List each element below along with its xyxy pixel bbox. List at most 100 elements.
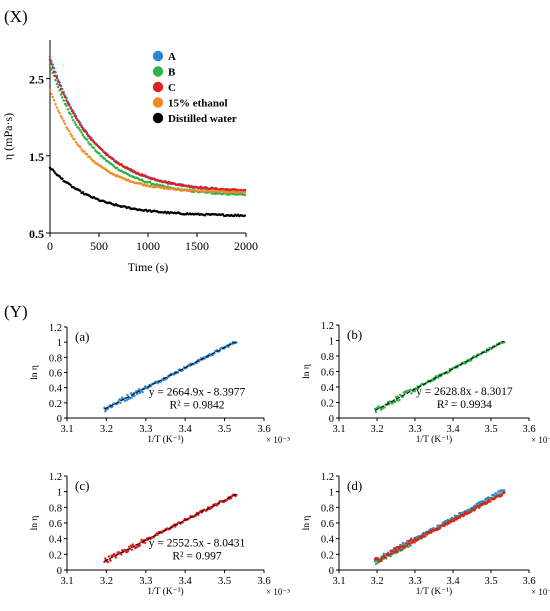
data-point	[59, 87, 63, 91]
data-point	[394, 549, 398, 553]
y-tick-label: 0.6	[49, 369, 62, 380]
x-tick-label: 2000	[234, 239, 258, 253]
data-point	[98, 152, 101, 155]
data-point	[72, 118, 75, 122]
data-point	[59, 93, 63, 96]
series-distilled-water	[48, 166, 247, 218]
data-point	[128, 545, 131, 548]
panel-x-label: (X)	[4, 7, 28, 26]
data-point	[128, 547, 132, 550]
data-point	[129, 544, 133, 547]
y-tick-label: 1	[329, 488, 334, 499]
panel-label: (a)	[75, 329, 89, 344]
arrhenius-chart-b: 3.1 3.2 3.3 3.4 3.5 3.6 0 0.2 0.4 0.6 0.8 1 1.2 1/T (…	[302, 321, 550, 445]
data-point	[454, 516, 457, 519]
data-point	[452, 519, 456, 523]
trendline	[104, 493, 237, 562]
legend-marker	[152, 112, 164, 124]
data-point	[215, 504, 219, 507]
x-axis-multiplier: × 10⁻³	[266, 435, 290, 445]
y-tick-label: 2.5	[29, 73, 44, 87]
data-point	[438, 526, 442, 530]
y-tick-label: 0.4	[49, 535, 63, 546]
trend-r-squared: R² = 0.9934	[437, 399, 492, 411]
data-point	[65, 126, 68, 129]
data-point	[56, 80, 60, 83]
y-tick-label: 0.5	[29, 227, 44, 241]
y-tick-label: 0.6	[321, 519, 334, 530]
data-point	[478, 506, 481, 509]
x-tick-label: 3.5	[218, 424, 231, 435]
data-point	[425, 533, 429, 536]
legend-label: Distilled water	[168, 113, 237, 125]
data-point	[404, 545, 407, 549]
x-tick-label: 3.2	[370, 424, 383, 435]
x-tick-label: 3.1	[332, 576, 345, 587]
data-point	[470, 510, 473, 513]
data-point	[138, 391, 142, 395]
data-point	[115, 160, 119, 164]
data-point	[393, 400, 397, 404]
data-point	[500, 494, 503, 497]
data-point	[58, 175, 61, 178]
data-point	[70, 134, 74, 138]
data-point	[489, 500, 492, 503]
data-point	[393, 547, 397, 551]
trend-equation: y = 2664.9x - 8.3977	[149, 386, 246, 398]
data-point	[156, 382, 159, 385]
y-tick-label: 0.8	[321, 503, 334, 514]
data-point	[148, 181, 152, 184]
data-point	[74, 123, 78, 127]
data-point	[78, 123, 82, 127]
data-point	[136, 545, 139, 549]
x-tick-label: 3.5	[484, 424, 497, 435]
arrhenius-chart-d: 3.1 3.2 3.3 3.4 3.5 3.6 0 0.2 0.4 0.6 0.8 1 1.2 1/T (…	[302, 472, 550, 597]
data-point	[194, 514, 197, 518]
trendline	[374, 340, 505, 411]
data-point	[66, 108, 70, 111]
panel-label: (b)	[347, 327, 362, 342]
data-point	[138, 544, 142, 547]
data-point	[67, 111, 71, 114]
data-point	[486, 501, 489, 504]
x-axis-multiplier: × 10⁻³	[266, 587, 290, 597]
y-axis-title: ln η	[30, 516, 40, 531]
data-point	[107, 555, 111, 558]
data-point	[106, 153, 109, 157]
data-point	[396, 395, 399, 398]
data-point	[73, 138, 76, 141]
y-tick-label: 0.8	[49, 503, 62, 514]
data-point	[137, 388, 141, 391]
x-tick-label: 3.6	[257, 424, 270, 435]
data-point	[54, 74, 57, 78]
data-point	[407, 539, 411, 543]
x-tick-label: 3.4	[179, 576, 193, 587]
data-point	[52, 98, 56, 102]
data-point	[399, 545, 402, 549]
data-point	[56, 85, 60, 89]
data-point	[66, 127, 70, 131]
y-tick-label: 0.2	[49, 550, 62, 561]
trendline	[104, 340, 237, 410]
data-point	[134, 547, 137, 550]
data-point	[62, 119, 65, 123]
data-point	[450, 520, 453, 523]
data-point	[243, 191, 247, 194]
y-axis-title: η (mPa·s)	[1, 113, 15, 160]
data-point	[130, 548, 134, 551]
data-point	[67, 129, 71, 133]
data-point	[120, 162, 123, 166]
data-point	[382, 552, 385, 555]
data-point	[399, 548, 403, 551]
data-point	[418, 537, 421, 540]
data-point	[113, 552, 116, 556]
x-tick-label: 3.3	[408, 424, 421, 435]
y-tick-label: 0.6	[49, 519, 62, 530]
data-point	[74, 116, 78, 120]
data-point	[129, 392, 133, 395]
x-tick-label: 0	[47, 239, 53, 253]
data-point	[430, 531, 433, 534]
data-point	[455, 518, 458, 521]
data-point	[243, 214, 247, 217]
data-point	[100, 148, 104, 152]
